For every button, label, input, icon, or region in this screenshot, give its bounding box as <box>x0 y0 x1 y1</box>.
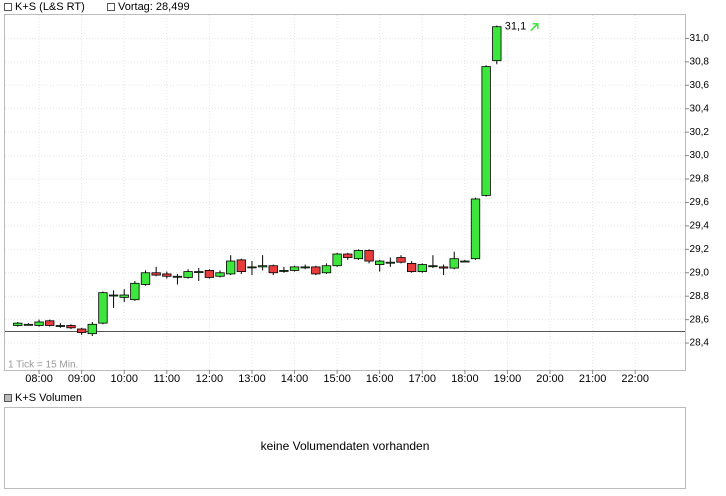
y-tick-label: 29,4 <box>690 221 710 232</box>
candle-body <box>492 26 502 62</box>
candle-body <box>45 320 55 326</box>
y-tick-label: 30,2 <box>690 127 710 138</box>
candle-body <box>151 272 161 276</box>
legend-label: Vortag: 28,499 <box>118 1 190 13</box>
candle-body <box>183 271 193 278</box>
candle-body <box>311 266 321 275</box>
candle-body <box>375 260 385 265</box>
tick-note: 1 Tick = 15 Min. <box>8 360 78 371</box>
x-tick-label: 15:00 <box>323 373 351 385</box>
candle-body <box>66 325 76 329</box>
candle-body <box>140 272 151 285</box>
y-tick-label: 29,8 <box>690 174 710 185</box>
x-tick-label: 18:00 <box>451 373 479 385</box>
x-tick-label: 19:00 <box>494 373 522 385</box>
candle-body <box>406 262 417 272</box>
x-tick-label: 20:00 <box>536 373 564 385</box>
legend-swatch <box>107 3 115 11</box>
y-tick-label: 29,0 <box>690 267 710 278</box>
y-tick-label: 28,6 <box>690 314 710 325</box>
candle-body <box>55 325 66 327</box>
y-tick-label: 30,4 <box>690 103 710 114</box>
candle-body <box>215 272 225 277</box>
volume-title: K+S Volumen <box>15 392 82 404</box>
candle-body <box>460 260 470 263</box>
candle-body <box>417 264 427 272</box>
trend-arrow <box>530 22 539 32</box>
x-tick-label: 21:00 <box>579 373 607 385</box>
y-tick-label: 28,8 <box>690 291 710 302</box>
candle-body <box>204 270 215 278</box>
candle-body <box>98 292 108 324</box>
y-tick-label: 30,0 <box>690 150 710 161</box>
candle-body <box>321 265 332 274</box>
y-tick-label: 30,6 <box>690 80 710 91</box>
candle-body <box>289 266 300 271</box>
candle-body <box>481 66 491 196</box>
volume-frame <box>4 407 686 489</box>
candle-body <box>257 265 268 268</box>
candle-body <box>119 294 129 298</box>
candle-body <box>470 198 481 260</box>
candle-body <box>226 260 236 275</box>
candle-body <box>449 258 459 269</box>
x-tick-label: 13:00 <box>238 373 266 385</box>
candle-body <box>194 271 204 273</box>
candle-body <box>343 253 353 258</box>
volume-message: keine Volumendaten vorhanden <box>261 439 430 453</box>
x-tick-label: 09:00 <box>68 373 96 385</box>
plot-frame <box>4 14 686 371</box>
candle-body <box>396 257 406 263</box>
x-tick-label: 12:00 <box>196 373 224 385</box>
candle-body <box>172 275 183 278</box>
y-tick-label: 31,0 <box>690 33 710 44</box>
candle-body <box>300 266 310 269</box>
x-tick-label: 17:00 <box>409 373 437 385</box>
x-tick-label: 10:00 <box>110 373 138 385</box>
x-tick-label: 14:00 <box>281 373 309 385</box>
candle-body <box>428 265 438 268</box>
candle-body <box>34 321 44 326</box>
candle-body <box>385 261 396 264</box>
x-tick-label: 16:00 <box>366 373 394 385</box>
x-tick-label: 08:00 <box>25 373 53 385</box>
candle-body <box>13 322 23 326</box>
candle-body <box>438 266 449 269</box>
candle-body <box>236 259 246 272</box>
last-price-label: 31,1 <box>505 21 526 33</box>
candle-body <box>87 323 97 335</box>
candle-body <box>247 266 257 269</box>
x-tick-label: 11:00 <box>153 373 180 385</box>
candle-body <box>23 323 34 326</box>
candle-body <box>364 250 374 262</box>
y-tick-label: 30,8 <box>690 57 710 68</box>
legend-swatch <box>4 3 12 11</box>
y-tick-label: 29,2 <box>690 244 710 255</box>
legend-swatch <box>4 394 12 402</box>
y-tick-label: 28,4 <box>690 338 710 349</box>
x-tick-label: 22:00 <box>621 373 649 385</box>
legend-label: K+S (L&S RT) <box>15 1 85 13</box>
candle-body <box>76 328 87 333</box>
candle-body <box>108 294 119 297</box>
candle-body <box>130 282 140 301</box>
candle-body <box>353 250 364 260</box>
y-tick-label: 29,6 <box>690 197 710 208</box>
candle-body <box>279 270 289 272</box>
candle-body <box>332 253 342 267</box>
candle-body <box>162 273 172 277</box>
candle-body <box>268 265 278 274</box>
